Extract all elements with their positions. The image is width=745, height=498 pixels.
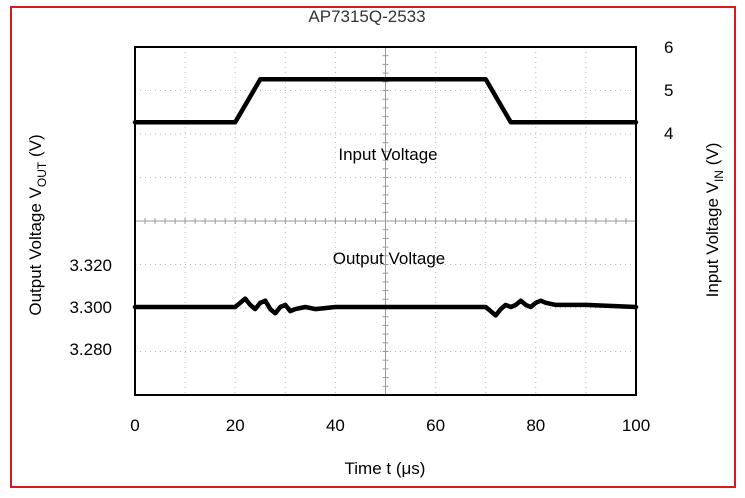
x-tick-label: 40 [326,416,345,435]
chart-title: AP7315Q-2533 [308,7,425,26]
left-axis-label-sub: OUT [35,161,49,187]
figure-frame [10,6,736,488]
right-tick-label: 5 [664,81,673,100]
left-axis-label: Output Voltage VOUT (V) [26,134,49,315]
right-axis-ticks: 6 5 4 [664,38,673,143]
plot-area [134,46,637,396]
right-axis-label-main: Input Voltage V [703,181,722,297]
left-axis-label-unit: (V) [26,134,45,161]
x-tick-label: 100 [622,416,650,435]
x-tick-label: 0 [130,416,139,435]
x-tick-label: 20 [226,416,245,435]
left-tick-label: 3.320 [69,256,112,275]
trace-input-voltage [132,77,639,125]
x-axis-ticks: 0 20 40 60 80 100 [130,416,650,435]
right-tick-label: 4 [664,124,673,143]
x-axis-label: Time t (μs) [345,459,426,478]
annotation-input-voltage: Input Voltage [338,145,437,164]
traces [132,77,639,318]
left-axis-ticks: 3.320 3.300 3.280 [69,256,112,359]
annotation-output-voltage: Output Voltage [333,249,445,268]
left-tick-label: 3.280 [69,340,112,359]
left-tick-label: 3.300 [69,298,112,317]
trace-output-voltage [132,296,639,318]
right-axis-label-unit: (V) [703,143,722,170]
right-tick-label: 6 [664,38,673,57]
right-axis-label: Input Voltage VIN (V) [703,143,726,298]
x-tick-label: 60 [426,416,445,435]
grid [134,46,637,396]
x-tick-label: 80 [526,416,545,435]
left-axis-label-main: Output Voltage V [26,186,45,315]
right-axis-label-sub: IN [712,170,726,182]
